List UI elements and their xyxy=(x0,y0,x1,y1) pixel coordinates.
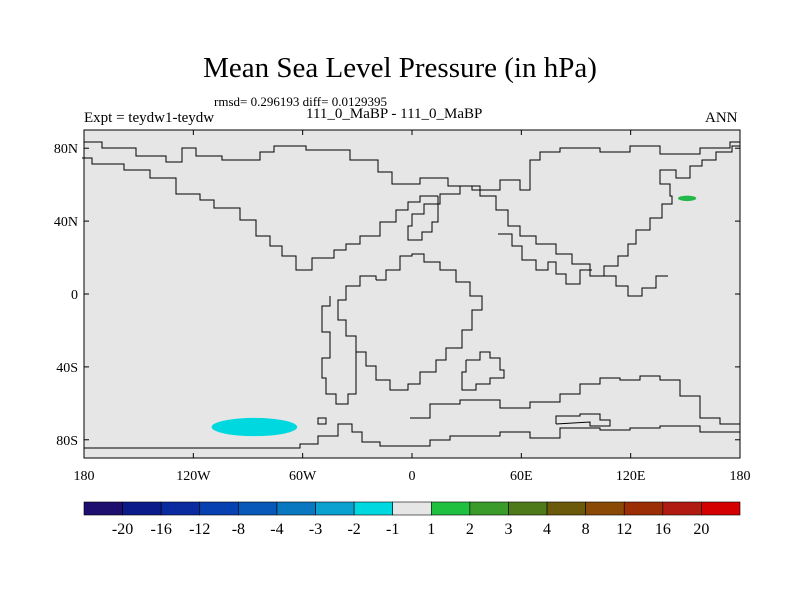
colorbar-label: 16 xyxy=(655,521,671,538)
coastline-arctic xyxy=(84,141,740,191)
coastline-africa xyxy=(470,145,740,277)
colorbar-label: -2 xyxy=(347,521,360,538)
colorbar-swatch xyxy=(469,501,509,516)
coastline-island-small xyxy=(317,417,327,425)
colorbar-swatch xyxy=(585,501,625,516)
rmsd-diff-stats: rmsd= 0.296193 diff= 0.0129395 xyxy=(214,94,387,109)
colorbar-swatch xyxy=(122,501,162,516)
coastline-north-america xyxy=(82,157,438,271)
colorbar-label: 2 xyxy=(466,521,474,538)
colorbar-label: -4 xyxy=(270,521,283,538)
case-comparison-label: 111_0_MaBP - 111_0_MaBP xyxy=(306,106,483,122)
x-tick-label: 120E xyxy=(616,469,646,484)
colorbar-swatch xyxy=(662,501,702,516)
colorbar-swatch xyxy=(508,501,548,516)
y-tick-label: 40N xyxy=(54,215,78,230)
colorbar-label: 20 xyxy=(693,521,709,538)
colorbar-label: -20 xyxy=(112,521,133,538)
x-tick-label: 60W xyxy=(289,469,317,484)
experiment-label: Expt = teydw1-teydw xyxy=(84,110,215,126)
colorbar-swatch xyxy=(83,501,123,516)
colorbar-swatch xyxy=(199,501,239,516)
y-tick-label: 80S xyxy=(56,434,78,449)
map-background xyxy=(84,130,740,458)
x-tick-label: 180 xyxy=(730,469,751,484)
y-tick-label: 80N xyxy=(54,142,78,157)
colorbar-label: 8 xyxy=(582,521,590,538)
y-tick-label: 40S xyxy=(56,361,78,376)
x-tick-label: 120W xyxy=(176,469,211,484)
coastline-australia xyxy=(604,275,668,297)
colorbar-label: -3 xyxy=(309,521,322,538)
coastline-atlantic-rim xyxy=(407,185,470,241)
coastline-south-america-west xyxy=(321,296,357,405)
x-tick-label: 0 xyxy=(409,469,416,484)
colorbar-swatch xyxy=(276,501,316,516)
season-label: ANN xyxy=(705,110,738,126)
colorbar-swatch xyxy=(315,501,355,516)
colorbar-label: -8 xyxy=(232,521,245,538)
colorbar-swatch xyxy=(430,501,471,516)
colorbar-label: 4 xyxy=(543,521,551,538)
colorbar-swatch xyxy=(701,501,741,516)
colorbar-swatch xyxy=(238,501,278,516)
colorbar-swatch xyxy=(160,501,201,516)
colorbar-label: 12 xyxy=(616,521,632,538)
coastline-antarctica xyxy=(84,423,740,449)
colorbar-swatch xyxy=(392,501,432,516)
colorbar-label: 3 xyxy=(504,521,512,538)
colorbar-swatch xyxy=(546,501,586,516)
coastline-south-america xyxy=(337,253,483,391)
x-tick-label: 180 xyxy=(74,469,95,484)
chart-title: Mean Sea Level Pressure (in hPa) xyxy=(203,52,597,84)
coastline-india-peninsula xyxy=(498,233,592,285)
coastline-antarctic-block xyxy=(410,375,740,425)
colorbar-label: -12 xyxy=(189,521,210,538)
colorbar-label: -16 xyxy=(151,521,172,538)
colorbar-swatch xyxy=(353,501,394,516)
y-tick-label: 0 xyxy=(71,288,78,303)
coastline-antarctic-peninsula xyxy=(555,413,611,427)
colorbar-label: -1 xyxy=(386,521,399,538)
south-pacific-negative-anomaly xyxy=(211,417,298,437)
colorbar-swatch xyxy=(623,501,664,516)
coastline-madagascar xyxy=(461,351,505,391)
x-tick-label: 60E xyxy=(510,469,533,484)
east-asia-positive-anomaly xyxy=(678,195,697,202)
colorbar-label: 1 xyxy=(427,521,435,538)
